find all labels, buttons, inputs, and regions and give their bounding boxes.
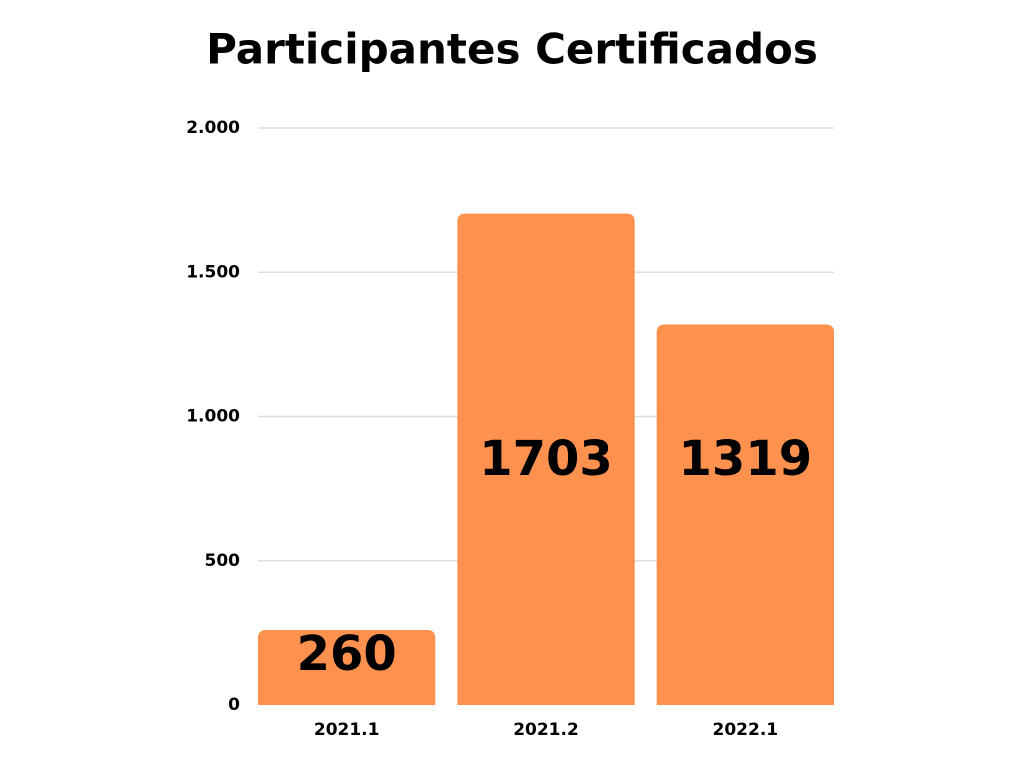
y-tick-label: 500: [205, 551, 241, 571]
y-tick-label: 0: [228, 695, 240, 715]
chart-title: Participantes Certificados: [206, 25, 818, 74]
bar: [258, 629, 436, 705]
x-tick-label: 2022.1: [713, 720, 779, 740]
data-label: 1703: [479, 431, 613, 487]
x-tick-label: 2021.2: [513, 720, 579, 740]
x-tick-label: 2021.1: [314, 720, 380, 740]
data-label: 260: [297, 626, 397, 682]
data-label: 1319: [679, 431, 813, 487]
bar: [457, 213, 635, 705]
y-tick-label: 1.500: [186, 262, 240, 282]
y-tick-label: 2.000: [186, 118, 240, 138]
bar: [656, 324, 834, 705]
y-tick-label: 1.000: [186, 407, 240, 427]
